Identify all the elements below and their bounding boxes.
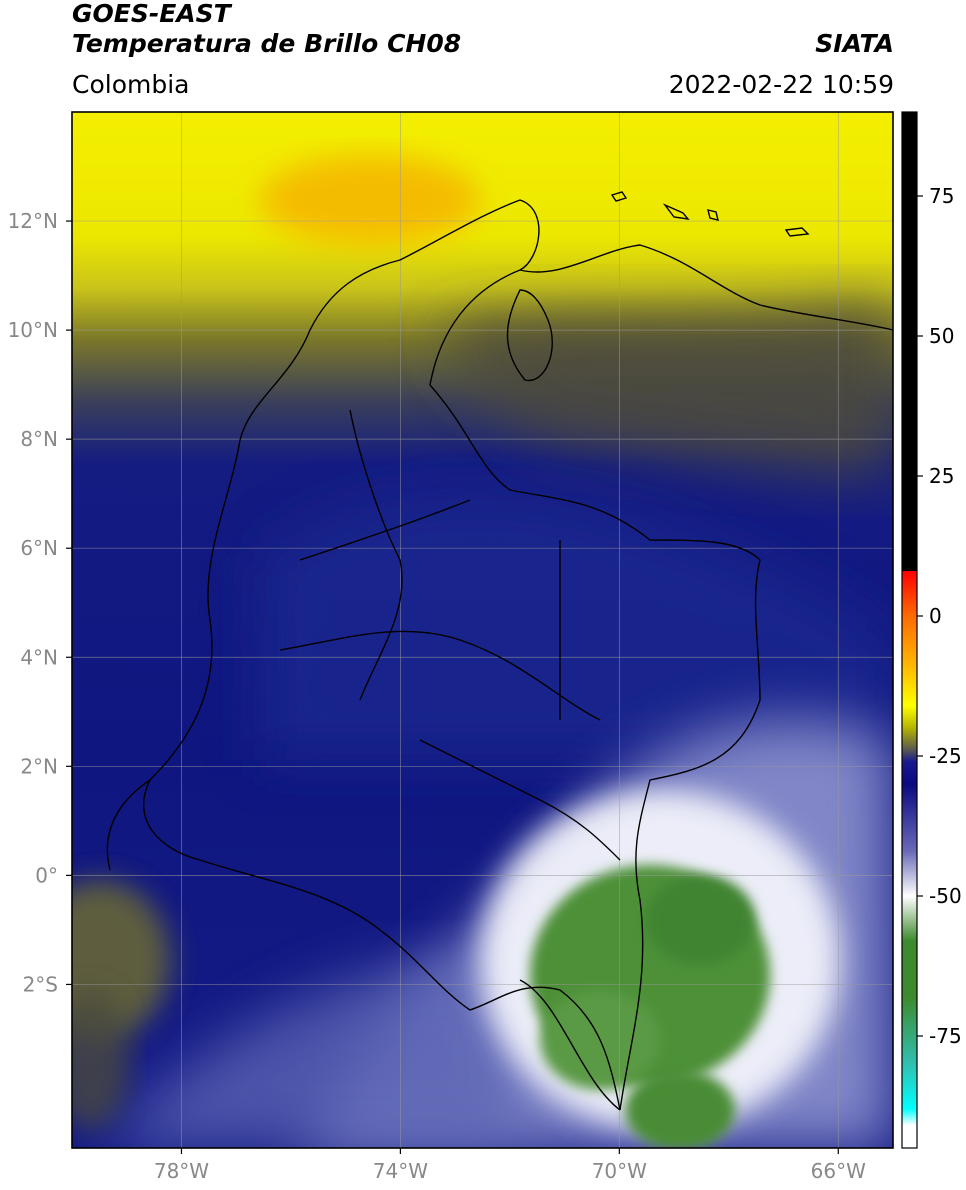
colorbar-ticks: 75 50 25 0 -25 -50 -75 bbox=[917, 184, 962, 1048]
lon-tick-label: 70°W bbox=[592, 1159, 647, 1183]
lat-tick-label: 4°N bbox=[20, 645, 58, 669]
colorbar-tick-label: 25 bbox=[929, 464, 954, 488]
lon-tick-label: 66°W bbox=[811, 1159, 866, 1183]
lat-tick-label: 8°N bbox=[20, 427, 58, 451]
satellite-title: GOES-EAST bbox=[72, 0, 231, 28]
axis-ticks: 78°W 74°W 70°W 66°W 12°N 10°N 8°N 6°N 4°N 2°N 0° 2°… bbox=[8, 209, 867, 1183]
colorbar-bar bbox=[902, 112, 917, 1148]
colorbar-tick-label: 50 bbox=[929, 324, 954, 348]
product-title: Temperatura de Brillo CH08 bbox=[72, 29, 462, 58]
colorbar-tick-label: -25 bbox=[929, 744, 962, 768]
lat-tick-label: 2°S bbox=[23, 972, 58, 996]
peru-brazil-line bbox=[519, 979, 621, 1111]
colorbar-tick-label: -50 bbox=[929, 884, 962, 908]
political-borders bbox=[106, 191, 893, 1111]
ecuador-outline bbox=[106, 779, 151, 871]
lon-tick-label: 74°W bbox=[373, 1159, 428, 1183]
colorbar-tick-label: -75 bbox=[929, 1024, 962, 1048]
internal-line-2 bbox=[279, 630, 601, 721]
lat-tick-label: 10°N bbox=[8, 318, 58, 342]
region-label: Colombia bbox=[72, 70, 190, 99]
brightness-temperature-image bbox=[72, 112, 893, 1148]
lake-maracaibo bbox=[506, 289, 553, 382]
bonaire-island bbox=[707, 209, 719, 221]
internal-line-1 bbox=[299, 499, 471, 561]
colombia-outline bbox=[143, 199, 761, 1111]
margarita-island bbox=[784, 227, 810, 237]
colorbar: 75 50 25 0 -25 -50 -75 bbox=[901, 111, 962, 1149]
lon-tick-label: 78°W bbox=[154, 1159, 209, 1183]
lat-tick-label: 12°N bbox=[8, 209, 58, 233]
internal-line-3 bbox=[419, 739, 621, 861]
brand-label: SIATA bbox=[815, 29, 894, 58]
colorbar-tick-label: 0 bbox=[929, 604, 942, 628]
gridlines bbox=[72, 112, 893, 1148]
map-frame bbox=[71, 111, 894, 1149]
colorbar-frame bbox=[901, 111, 918, 1149]
lat-tick-label: 6°N bbox=[20, 536, 58, 560]
venezuela-coast bbox=[519, 244, 893, 331]
datetime-label: 2022-02-22 10:59 bbox=[668, 70, 894, 99]
lat-tick-label: 2°N bbox=[20, 754, 58, 778]
curacao-island bbox=[662, 203, 690, 220]
lat-tick-label: 0° bbox=[35, 863, 58, 887]
internal-line-4 bbox=[349, 409, 403, 701]
aruba-island bbox=[610, 191, 628, 202]
colorbar-tick-label: 75 bbox=[929, 184, 954, 208]
